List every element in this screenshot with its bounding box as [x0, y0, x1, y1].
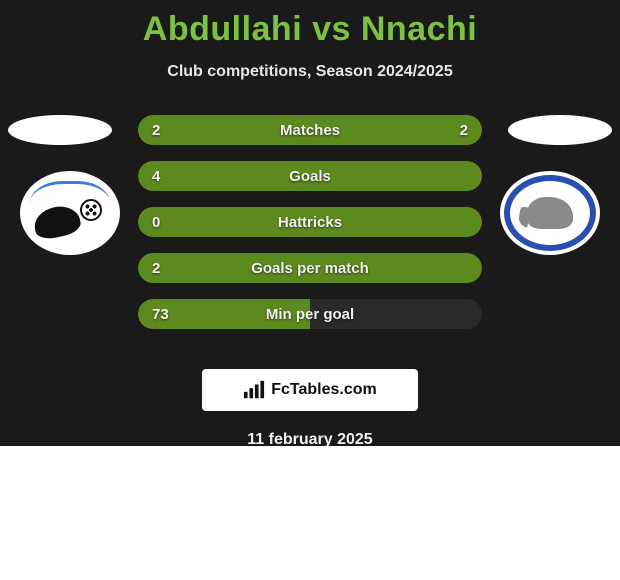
- bar-chart-icon: [243, 380, 265, 400]
- brand-badge[interactable]: FcTables.com: [202, 369, 418, 411]
- stat-bar: 73Min per goal: [138, 299, 482, 329]
- stat-bar: 22Matches: [138, 115, 482, 145]
- stat-bar-right-fill: [310, 207, 482, 237]
- comparison-body: 22Matches 4Goals 0Hattricks 2Goals per matc…: [0, 105, 620, 365]
- elephant-icon: [516, 187, 584, 239]
- stat-bars: 22Matches 4Goals 0Hattricks 2Goals per matc…: [138, 115, 482, 345]
- player-label-left: [8, 115, 112, 145]
- player-label-right: [508, 115, 612, 145]
- date-label: 11 february 2025: [0, 431, 620, 446]
- stat-bar-right-fill: [310, 253, 482, 283]
- stat-bar: 0Hattricks: [138, 207, 482, 237]
- stat-bar-left-fill: [138, 253, 310, 283]
- subtitle: Club competitions, Season 2024/2025: [0, 63, 620, 81]
- club-logo-left: [20, 171, 120, 255]
- stat-bar-right-fill: [310, 161, 482, 191]
- stat-bar-left-fill: [138, 299, 310, 329]
- page-title: Abdullahi vs Nnachi: [0, 0, 620, 49]
- stat-bar-right-fill: [310, 115, 482, 145]
- stat-bar-left-fill: [138, 161, 310, 191]
- stat-bar-left-fill: [138, 207, 310, 237]
- brand-text: FcTables.com: [271, 381, 377, 399]
- dolphin-icon: [30, 181, 110, 245]
- stat-bar-right-fill: [310, 299, 482, 329]
- stat-bar: 4Goals: [138, 161, 482, 191]
- comparison-panel: Abdullahi vs Nnachi Club competitions, S…: [0, 0, 620, 446]
- stat-bar-left-fill: [138, 115, 310, 145]
- stat-bar: 2Goals per match: [138, 253, 482, 283]
- club-logo-right: [500, 171, 600, 255]
